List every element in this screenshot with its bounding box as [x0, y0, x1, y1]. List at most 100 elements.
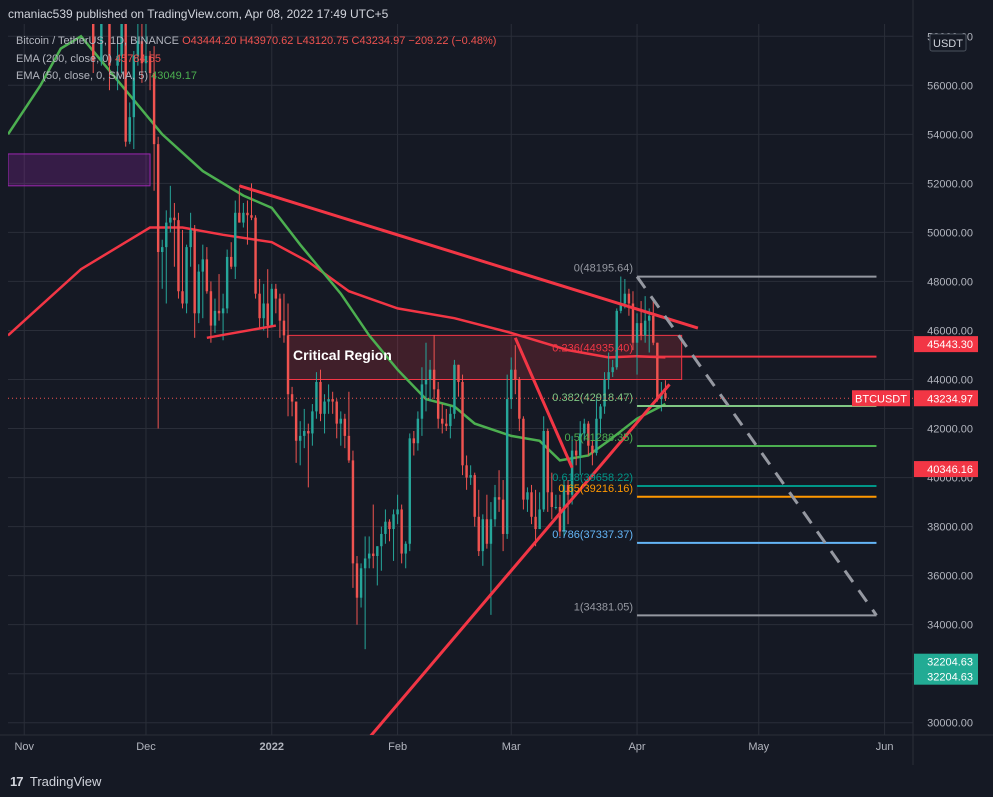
- candle-body: [465, 465, 468, 478]
- legend-ema200-row[interactable]: EMA (200, close, 0) 45784.55: [16, 53, 161, 65]
- candle-body: [449, 413, 452, 427]
- legend-symbol[interactable]: Bitcoin / TetherUS, 1D, BINANCE: [16, 35, 180, 47]
- tradingview-brand[interactable]: 17 TradingView: [10, 774, 101, 789]
- candle-body: [441, 418, 444, 424]
- candle-body: [181, 291, 184, 304]
- candle-body: [372, 553, 375, 557]
- candle-body: [311, 411, 314, 434]
- candle-body: [652, 315, 655, 343]
- time-axis-label: Dec: [136, 741, 156, 753]
- candle-body: [404, 543, 407, 554]
- price-axis: 30000.0032000.0034000.0036000.0038000.00…: [927, 31, 973, 729]
- legend-ema200-value: 45784.55: [115, 53, 161, 65]
- candle-body: [554, 506, 558, 508]
- candle-body: [201, 259, 205, 272]
- publish-info: cmaniac539 published on TradingView.com,…: [8, 7, 389, 21]
- price-tag-bg: [914, 336, 978, 353]
- candle-body: [156, 144, 160, 253]
- candle-body: [343, 418, 347, 436]
- candle-body: [307, 430, 310, 434]
- time-axis-label: May: [748, 741, 769, 753]
- candle-body: [611, 367, 614, 373]
- candle-body: [120, 24, 123, 56]
- candle-body: [238, 212, 241, 223]
- candle-body: [351, 460, 355, 564]
- candle-body: [205, 259, 209, 292]
- candle-body: [412, 438, 416, 444]
- candle-body: [286, 335, 290, 395]
- ema-200-line: [8, 226, 666, 359]
- candlesticks: [92, 24, 667, 650]
- candle-body: [217, 310, 221, 314]
- candle-body: [583, 423, 586, 434]
- candle-body: [136, 41, 140, 56]
- candle-body: [514, 369, 517, 380]
- price-axis-label: 34000.00: [927, 620, 973, 632]
- candle-body: [392, 514, 395, 530]
- price-tag-label: 32204.63: [927, 657, 973, 669]
- candle-body: [489, 519, 493, 544]
- price-tag-label: 40346.16: [927, 464, 973, 476]
- candle-body: [197, 271, 200, 314]
- candle-body: [558, 506, 562, 532]
- fib-level-label: 0(48195.64): [574, 263, 633, 275]
- candle-body: [497, 497, 501, 500]
- tradingview-brand-text: TradingView: [29, 774, 102, 789]
- candle-body: [436, 389, 440, 419]
- candle-body: [165, 222, 168, 248]
- currency-badge: [929, 33, 967, 52]
- candle-body: [132, 55, 136, 118]
- candle-body: [100, 24, 103, 61]
- candle-body: [367, 553, 371, 559]
- fib-level-label: 0.786(37337.37): [552, 529, 633, 541]
- candle-body: [522, 418, 525, 500]
- descending-resistance: [238, 184, 699, 330]
- candle-body: [270, 288, 274, 326]
- candle-body: [627, 293, 631, 304]
- candle-body: [534, 516, 537, 530]
- candle-body: [355, 563, 359, 598]
- legend-ema200-label[interactable]: EMA (200, close, 0): [16, 53, 112, 65]
- time-axis-label: 2022: [260, 741, 284, 753]
- candle-body: [408, 438, 411, 544]
- price-axis-label: 56000.00: [927, 80, 973, 92]
- time-axis-label: Apr: [628, 741, 645, 753]
- candle-body: [619, 303, 623, 311]
- candle-body: [221, 308, 225, 314]
- annotations: Critical Region: [293, 347, 392, 363]
- candle-body: [643, 320, 647, 336]
- candle-body: [656, 342, 659, 400]
- candle-body: [148, 55, 152, 74]
- candle-body: [416, 418, 420, 444]
- candle-body: [242, 212, 245, 223]
- fib-level-label: 0.65(39216.16): [558, 483, 633, 495]
- candle-body: [639, 323, 643, 336]
- candle-body: [246, 212, 249, 216]
- price-tag-label: 43234.97: [927, 393, 973, 405]
- candle-body: [635, 323, 639, 343]
- legend-ohlc: O43444.20 H43970.62 L43120.75 C43234.97 …: [182, 35, 497, 47]
- candle-body: [473, 475, 476, 517]
- legend-symbol-row[interactable]: Bitcoin / TetherUS, 1D, BINANCE O43444.2…: [16, 35, 496, 47]
- candle-body: [550, 492, 554, 507]
- candle-body: [595, 418, 598, 454]
- legend-ema50-row[interactable]: EMA (50, close, 0, SMA, 5) 43049.17: [16, 70, 197, 82]
- candle-body: [294, 401, 298, 441]
- trendlines: [206, 184, 699, 735]
- price-tags: 45443.30 BTCUSDT 43234.97 40346.16 32204.63 3…: [852, 336, 978, 685]
- tradingview-logo-icon: 17: [10, 774, 24, 789]
- candle-body: [485, 519, 489, 544]
- candle-body: [152, 73, 156, 145]
- fib-trend-dashed-line: [635, 275, 878, 617]
- candle-body: [420, 384, 424, 419]
- candle-body: [457, 364, 460, 382]
- price-tag-label: 45443.30: [927, 339, 973, 351]
- legend-ema50-label[interactable]: EMA (50, close, 0, SMA, 5): [16, 70, 149, 82]
- price-tag-bg: [914, 461, 978, 478]
- candle-body: [607, 372, 610, 380]
- price-axis-label: 42000.00: [927, 424, 973, 436]
- candle-body: [185, 247, 188, 304]
- currency-label: USDT: [933, 38, 963, 50]
- fib-level-label: 0.236(44935.40): [552, 343, 633, 355]
